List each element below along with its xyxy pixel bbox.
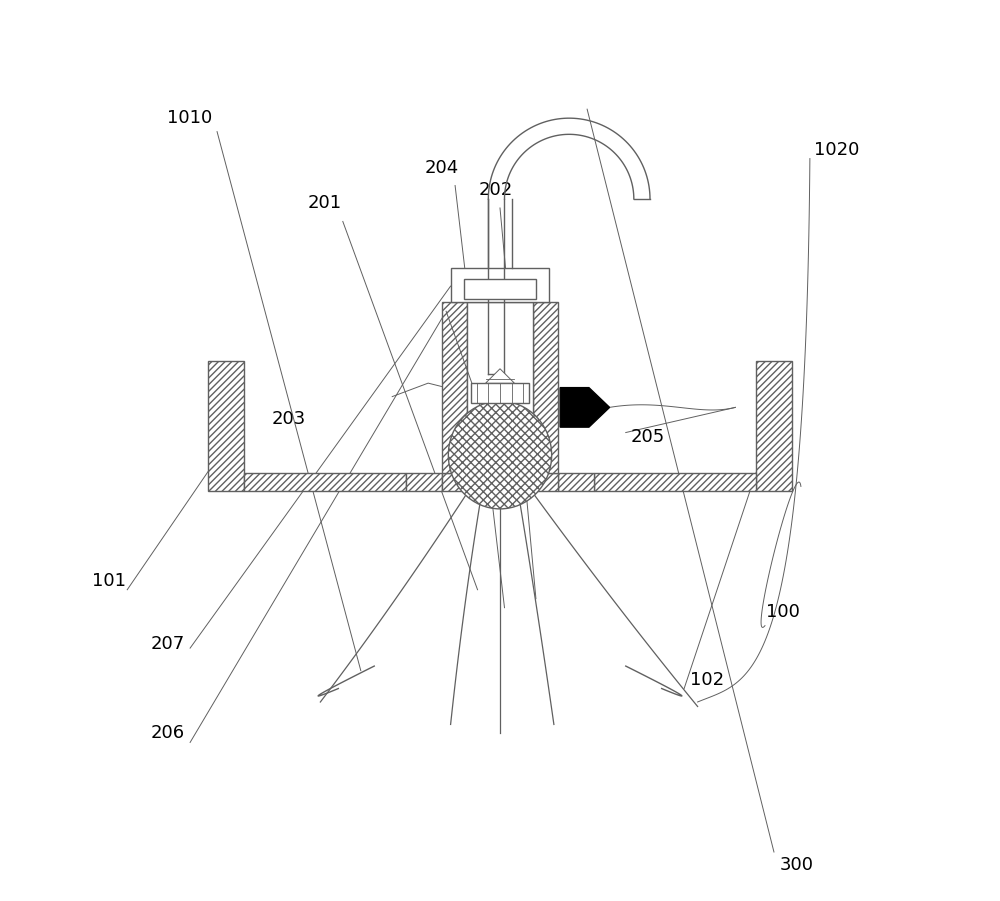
Bar [208, 360, 244, 491]
Bar [594, 473, 756, 491]
Ellipse shape [448, 401, 552, 509]
Bar [464, 279, 536, 299]
Bar [756, 360, 792, 491]
Bar [533, 303, 558, 473]
Bar [406, 473, 442, 491]
Text: 204: 204 [424, 159, 459, 177]
Bar [533, 303, 558, 473]
Bar [442, 473, 558, 491]
Polygon shape [560, 387, 610, 427]
Text: 205: 205 [631, 428, 665, 446]
Bar [442, 303, 467, 473]
Text: 207: 207 [151, 634, 185, 652]
Text: 100: 100 [766, 603, 800, 621]
Text: 206: 206 [151, 724, 185, 742]
Text: 101: 101 [92, 572, 126, 590]
Text: 203: 203 [272, 410, 306, 428]
Text: 102: 102 [690, 670, 724, 688]
Bar [594, 473, 756, 491]
Text: 201: 201 [308, 195, 342, 213]
Bar [406, 473, 442, 491]
Bar [471, 383, 529, 403]
Polygon shape [486, 369, 514, 383]
Bar [756, 360, 792, 491]
Text: 202: 202 [478, 181, 513, 199]
Bar [558, 473, 594, 491]
Bar [467, 303, 533, 473]
Text: 1020: 1020 [814, 141, 860, 159]
Bar [208, 360, 244, 491]
Bar [244, 473, 406, 491]
Bar [558, 473, 594, 491]
Bar [442, 303, 467, 473]
Bar [451, 268, 549, 303]
Text: 1010: 1010 [167, 109, 213, 127]
Text: 300: 300 [779, 857, 813, 875]
Bar [442, 473, 558, 491]
Bar [244, 473, 406, 491]
